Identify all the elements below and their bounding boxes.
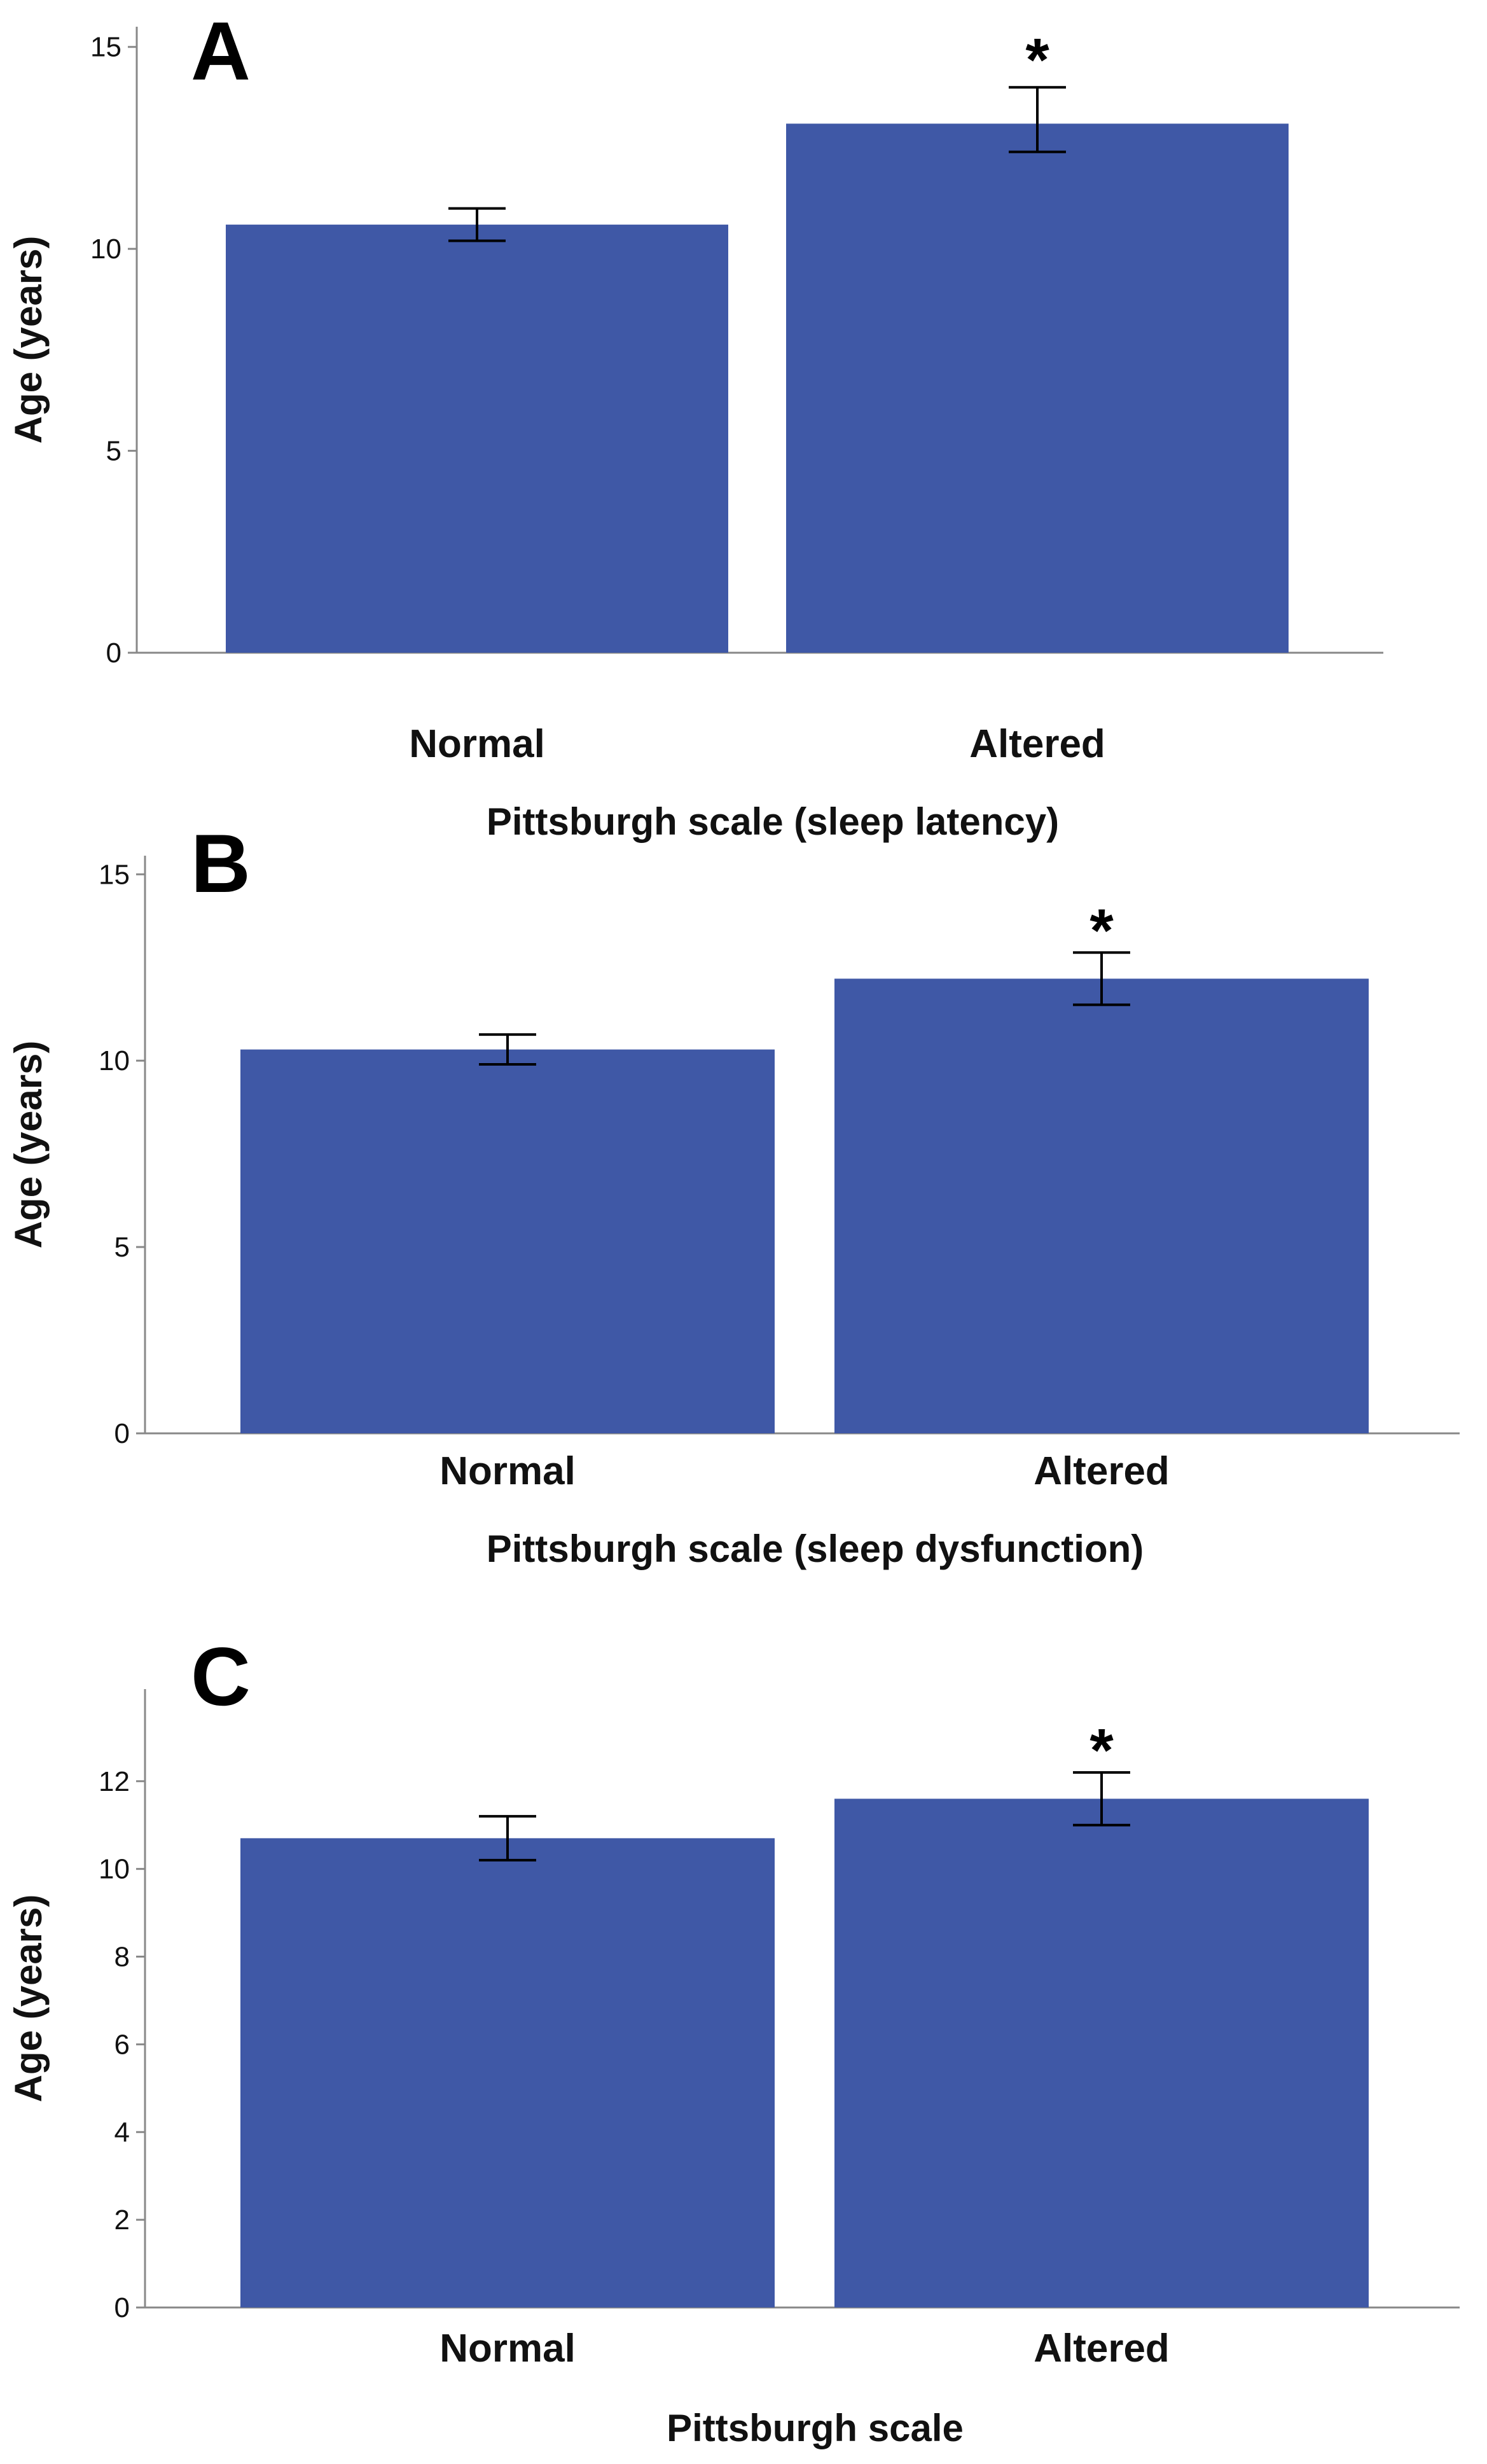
panel-label: A xyxy=(191,4,251,97)
y-tick-label: 12 xyxy=(99,1766,130,1797)
x-category-label: Altered xyxy=(969,722,1105,766)
bar-altered xyxy=(834,978,1369,1433)
y-tick-label: 4 xyxy=(114,2117,130,2148)
y-tick-label: 5 xyxy=(106,436,121,467)
y-tick-label: 10 xyxy=(99,1854,130,1885)
bar-altered xyxy=(786,123,1289,653)
x-axis-title: Pittsburgh scale xyxy=(667,2407,964,2449)
y-tick-label: 15 xyxy=(99,859,130,890)
y-tick-label: 0 xyxy=(106,637,121,669)
y-tick-label: 0 xyxy=(114,2292,130,2323)
panel-label: B xyxy=(191,817,251,910)
bar-normal xyxy=(226,225,728,653)
y-tick-label: 8 xyxy=(114,1942,130,1973)
y-tick-label: 0 xyxy=(114,1418,130,1449)
y-axis-title: Age (years) xyxy=(7,236,50,444)
x-category-label: Normal xyxy=(409,722,545,766)
x-axis-title: Pittsburgh scale (sleep dysfunction) xyxy=(487,1528,1144,1570)
bar-normal xyxy=(240,1049,775,1433)
significance-marker: * xyxy=(1025,26,1049,94)
x-category-label: Altered xyxy=(1034,2327,1170,2370)
significance-marker: * xyxy=(1089,1716,1114,1785)
x-axis-title: Pittsburgh scale (sleep latency) xyxy=(487,800,1059,843)
y-tick-label: 10 xyxy=(99,1045,130,1076)
y-tick-label: 5 xyxy=(114,1232,130,1263)
bar-altered xyxy=(834,1799,1369,2307)
y-axis-title: Age (years) xyxy=(7,1041,50,1249)
y-tick-label: 6 xyxy=(114,2029,130,2060)
panel-label: C xyxy=(191,1630,251,1723)
x-category-label: Altered xyxy=(1034,1449,1170,1493)
chart-panel-b: B 0 5 10 15 Normal Altered * Pittsburgh scale (s… xyxy=(7,817,1460,1570)
y-tick-label: 10 xyxy=(90,233,121,265)
bar-normal xyxy=(240,1838,775,2307)
x-category-label: Normal xyxy=(439,1449,576,1493)
significance-marker: * xyxy=(1089,896,1114,964)
y-tick-label: 15 xyxy=(90,32,121,63)
x-category-label: Normal xyxy=(439,2327,576,2370)
chart-panel-a: A 0 5 10 15 Normal Altered * Pittsburgh scale (s… xyxy=(7,4,1383,843)
y-tick-label: 2 xyxy=(114,2204,130,2236)
chart-panel-c: C 0 2 4 6 8 10 12 Normal Altered * Pittsburgh scale… xyxy=(7,1630,1460,2449)
y-axis-title: Age (years) xyxy=(7,1895,50,2103)
